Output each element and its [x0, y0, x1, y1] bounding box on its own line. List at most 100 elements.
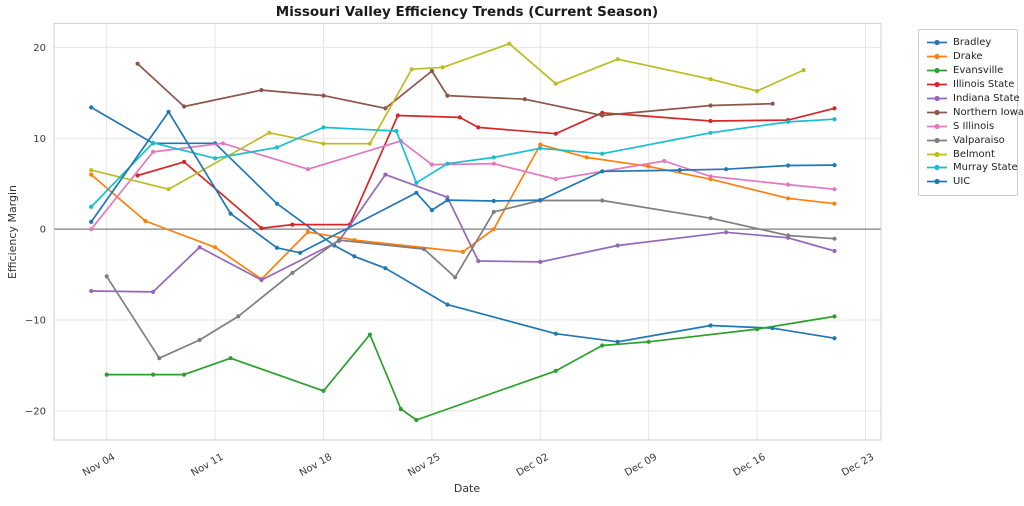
- data-point-valparaiso: [453, 275, 458, 280]
- data-point-murray-state: [394, 128, 399, 134]
- data-point-s-illinois: [89, 227, 94, 232]
- series-line-evansville: [106, 315, 835, 421]
- series-line-bradley: [90, 106, 835, 343]
- legend-item-indiana-state: Indiana State: [926, 92, 1020, 106]
- data-point-northern-iowa: [445, 93, 450, 98]
- legend-label: Belmont: [953, 148, 995, 160]
- data-point-uic: [414, 190, 419, 195]
- data-point-indiana-state: [197, 245, 202, 250]
- x-tick-label: Dec 16: [732, 452, 768, 479]
- data-point-evansville: [414, 417, 419, 423]
- data-point-s-illinois: [662, 158, 667, 164]
- data-point-murray-state: [274, 145, 280, 150]
- data-point-northern-iowa: [182, 104, 187, 109]
- data-point-illinois-state: [135, 173, 140, 178]
- legend-line-swatch-icon: [927, 137, 947, 143]
- y-axis-label: Efficiency Margin: [6, 185, 19, 279]
- data-point-uic: [429, 208, 434, 213]
- data-point-indiana-state: [538, 259, 543, 264]
- data-point-illinois-state: [290, 222, 295, 227]
- data-point-evansville: [646, 339, 651, 344]
- data-point-evansville: [398, 407, 403, 412]
- data-point-illinois-state: [395, 113, 400, 118]
- legend-item-belmont: Belmont: [926, 147, 1010, 161]
- data-point-drake: [584, 155, 589, 160]
- legend-line-swatch-icon: [927, 68, 947, 74]
- x-axis-label: Date: [454, 482, 481, 495]
- y-tick-label: −10: [25, 316, 46, 327]
- legend-item-bradley: Bradley: [926, 36, 1010, 50]
- data-point-indiana-state: [476, 258, 481, 264]
- data-point-northern-iowa: [383, 106, 388, 111]
- data-point-murray-state: [445, 161, 450, 166]
- data-point-indiana-state: [832, 248, 837, 254]
- data-point-belmont: [755, 88, 760, 94]
- data-point-northern-iowa: [708, 103, 713, 108]
- data-point-belmont: [440, 65, 445, 70]
- legend-label: Northern Iowa: [953, 106, 1024, 118]
- data-point-belmont: [615, 57, 620, 62]
- x-tick-label-group: Dec 09: [623, 452, 659, 479]
- data-point-murray-state: [708, 130, 713, 135]
- data-point-valparaiso: [832, 236, 837, 241]
- data-point-murray-state: [89, 204, 94, 209]
- data-point-indiana-state: [89, 288, 94, 294]
- data-point-drake: [538, 142, 543, 147]
- data-point-valparaiso: [197, 337, 202, 343]
- x-tick-label: Nov 18: [298, 452, 334, 479]
- data-point-indiana-state: [151, 289, 156, 294]
- legend-label: Indiana State: [953, 93, 1020, 104]
- legend-label: Drake: [953, 51, 983, 63]
- data-point-murray-state: [832, 117, 837, 122]
- y-tick-label: 0: [40, 225, 46, 236]
- legend-item-evansville: Evansville: [926, 64, 1010, 78]
- data-point-uic: [600, 169, 605, 174]
- data-point-evansville: [600, 343, 605, 348]
- legend-label: Illinois State: [953, 79, 1015, 91]
- data-point-bradley: [352, 254, 357, 259]
- data-point-uic: [832, 163, 837, 168]
- legend-item-murray-state: Murray State: [926, 161, 1018, 175]
- legend: Bradley Drake Evansville Illinois State Indi…: [918, 29, 1024, 196]
- series-line-indiana-state: [91, 173, 835, 293]
- legend-line-swatch-icon: [927, 179, 947, 185]
- data-point-drake: [786, 196, 791, 201]
- x-tick-label: Nov 04: [81, 452, 117, 479]
- legend-item-illinois-state: Illinois State: [926, 78, 1014, 92]
- y-tick-label: −20: [25, 406, 46, 417]
- legend-item-s-illinois: S Illinois: [926, 119, 1010, 133]
- data-point-belmont: [708, 77, 713, 82]
- data-point-northern-iowa: [429, 68, 434, 74]
- data-point-belmont: [321, 141, 326, 146]
- data-point-indiana-state: [383, 172, 388, 177]
- data-point-bradley: [832, 336, 837, 341]
- data-point-indiana-state: [615, 243, 620, 248]
- data-point-northern-iowa: [600, 113, 605, 118]
- legend-item-drake: Drake: [926, 50, 1010, 64]
- legend-label: Bradley: [953, 37, 992, 49]
- legend-line-swatch-icon: [927, 54, 947, 60]
- series-line-murray-state: [90, 118, 835, 208]
- data-point-s-illinois: [429, 162, 434, 167]
- x-tick-label: Nov 25: [406, 452, 442, 479]
- data-point-evansville: [151, 372, 156, 377]
- data-point-valparaiso: [708, 216, 713, 221]
- data-point-drake: [89, 172, 94, 177]
- data-point-bradley: [615, 339, 620, 344]
- data-point-evansville: [553, 368, 558, 373]
- data-point-northern-iowa: [259, 88, 264, 93]
- data-point-northern-iowa: [522, 97, 527, 102]
- data-point-illinois-state: [182, 159, 187, 164]
- x-tick-label: Dec 09: [623, 452, 659, 479]
- data-point-murray-state: [213, 156, 218, 161]
- data-point-evansville: [228, 356, 233, 361]
- data-point-s-illinois: [553, 177, 558, 182]
- data-point-belmont: [89, 168, 94, 173]
- data-point-uic: [298, 250, 303, 255]
- series-indiana-state: [89, 172, 837, 294]
- data-point-murray-state: [600, 151, 605, 156]
- legend-line-swatch-icon: [927, 82, 947, 88]
- data-point-s-illinois: [491, 161, 496, 166]
- data-point-s-illinois: [708, 174, 713, 179]
